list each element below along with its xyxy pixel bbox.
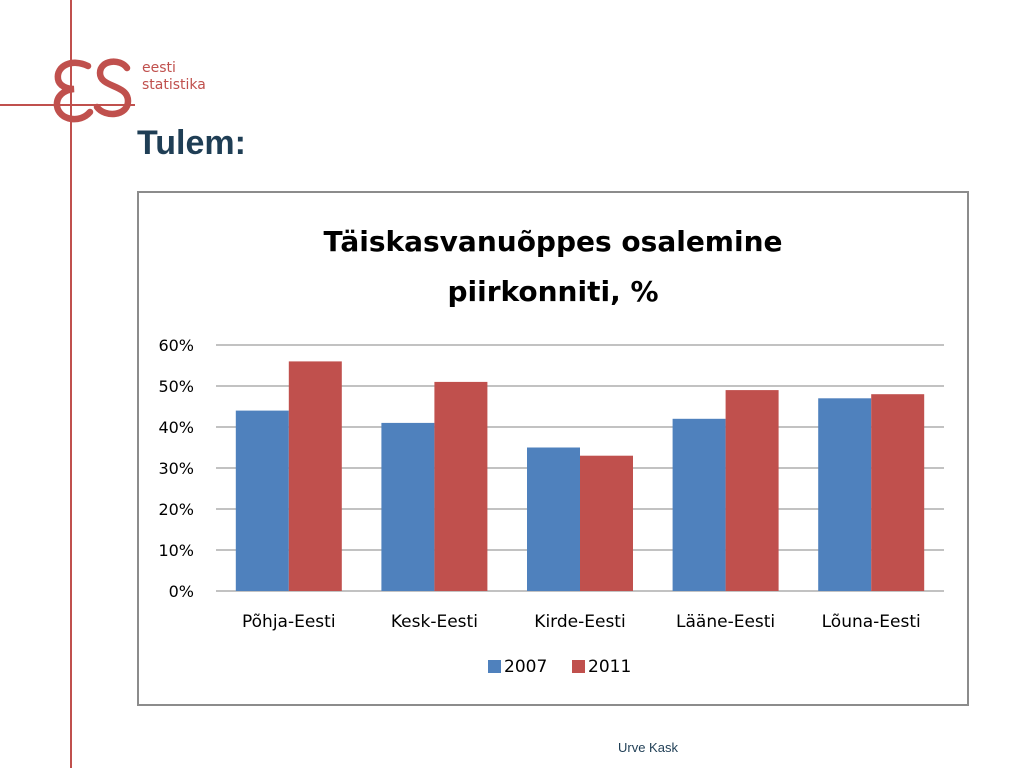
slide-accent-vertical-line: [70, 0, 72, 768]
bar-2007-3: [672, 418, 726, 591]
chart-bars: [235, 361, 925, 591]
bar-2007-2: [527, 447, 580, 591]
chart-frame: Täiskasvanuõppes osalemine piirkonniti, …: [137, 191, 969, 706]
bar-2011-3: [725, 390, 779, 591]
x-tick-label: Lääne-Eesti: [676, 612, 775, 632]
slide-title: Tulem:: [137, 124, 246, 162]
chart-x-axis: Põhja-Eesti Kesk-Eesti Kirde-Eesti Lääne-Ee…: [242, 612, 921, 632]
legend-swatch-2007: [488, 660, 501, 673]
y-tick-label: 40%: [158, 418, 194, 437]
bar-2011-0: [288, 361, 342, 591]
footer-author: Urve Kask: [618, 740, 678, 755]
legend-label-2007: 2007: [504, 657, 547, 677]
x-tick-label: Lõuna-Eesti: [822, 612, 921, 632]
logo-text-line1: eesti: [142, 60, 176, 76]
bar-2007-4: [818, 398, 872, 591]
slide-accent-horizontal-line: [0, 104, 135, 106]
y-tick-label: 30%: [158, 459, 194, 478]
bar-2011-1: [434, 381, 488, 591]
logo-text-line2: statistika: [142, 77, 206, 93]
chart-legend: 2007 2011: [488, 657, 631, 677]
bar-2007-0: [235, 410, 289, 591]
bar-2011-4: [871, 394, 925, 591]
chart-title-line1: Täiskasvanuõppes osalemine: [323, 225, 782, 258]
legend-swatch-2011: [572, 660, 585, 673]
y-tick-label: 0%: [169, 582, 194, 601]
x-tick-label: Kirde-Eesti: [534, 612, 625, 632]
x-tick-label: Põhja-Eesti: [242, 612, 336, 632]
chart-y-axis: 0% 10% 20% 30% 40% 50% 60%: [158, 336, 194, 601]
y-tick-label: 50%: [158, 377, 194, 396]
bar-2007-1: [381, 422, 435, 591]
y-tick-label: 20%: [158, 500, 194, 519]
legend-label-2011: 2011: [588, 657, 631, 677]
x-tick-label: Kesk-Eesti: [391, 612, 478, 632]
y-tick-label: 10%: [158, 541, 194, 560]
bar-2011-2: [580, 455, 633, 591]
y-tick-label: 60%: [158, 336, 194, 355]
bar-chart: Täiskasvanuõppes osalemine piirkonniti, …: [158, 225, 944, 677]
eesti-statistika-logo: eesti statistika: [53, 58, 206, 123]
chart-title-line2: piirkonniti, %: [447, 275, 658, 308]
